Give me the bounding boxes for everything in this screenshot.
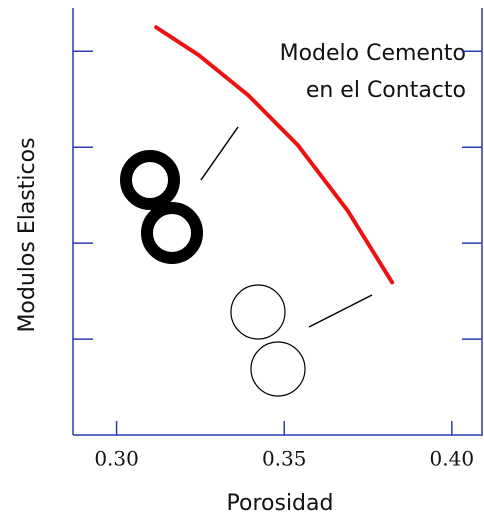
stiff-grains (126, 127, 238, 258)
annotation: en el Contacto (306, 78, 466, 103)
y-axis-label: Modulos Elasticos (15, 137, 40, 332)
grain (126, 156, 174, 204)
x-axis-label: Porosidad (227, 491, 334, 516)
grain (231, 285, 285, 339)
chart: Modelo Cemento en el Contacto Porosidad … (0, 0, 484, 519)
soft-grains (231, 285, 372, 396)
x-tick-label: 0.35 (262, 447, 307, 471)
pointer (309, 295, 372, 327)
grain (251, 342, 305, 396)
annotation: Modelo Cemento (280, 41, 466, 66)
grain (147, 208, 197, 258)
pointer (201, 127, 238, 180)
x-tick-label: 0.30 (94, 447, 139, 471)
x-tick-label: 0.40 (430, 447, 475, 471)
